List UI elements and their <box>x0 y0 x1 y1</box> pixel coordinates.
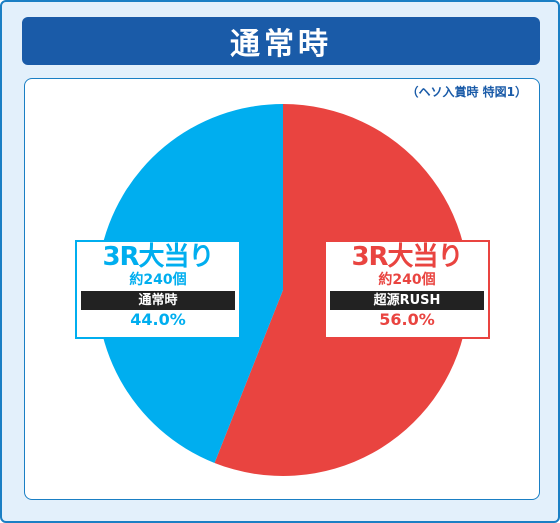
chart-note: （ヘソ入賞時 特図1） <box>406 85 527 99</box>
slice-label-normal-count: 約240個 <box>129 272 187 288</box>
slice-label-normal-percent: 44.0% <box>130 310 186 329</box>
slice-label-normal-mode: 通常時 <box>81 291 235 310</box>
slice-label-rush-mode: 超源RUSH <box>330 291 484 310</box>
slice-label-rush-count: 約240個 <box>378 272 436 288</box>
slice-label-normal-title: 3R大当り <box>102 242 214 272</box>
slice-label-rush-title: 3R大当り <box>351 242 463 272</box>
slice-label-rush: 3R大当り 約240個 超源RUSH 56.0% <box>324 240 490 339</box>
slice-label-rush-percent: 56.0% <box>379 310 435 329</box>
slice-label-normal: 3R大当り 約240個 通常時 44.0% <box>75 240 241 339</box>
chart-panel: （ヘソ入賞時 特図1） 3R大当り 約240個 通常時 44.0% 3R大当り … <box>24 78 540 500</box>
chart-title: 通常時 <box>22 17 540 65</box>
